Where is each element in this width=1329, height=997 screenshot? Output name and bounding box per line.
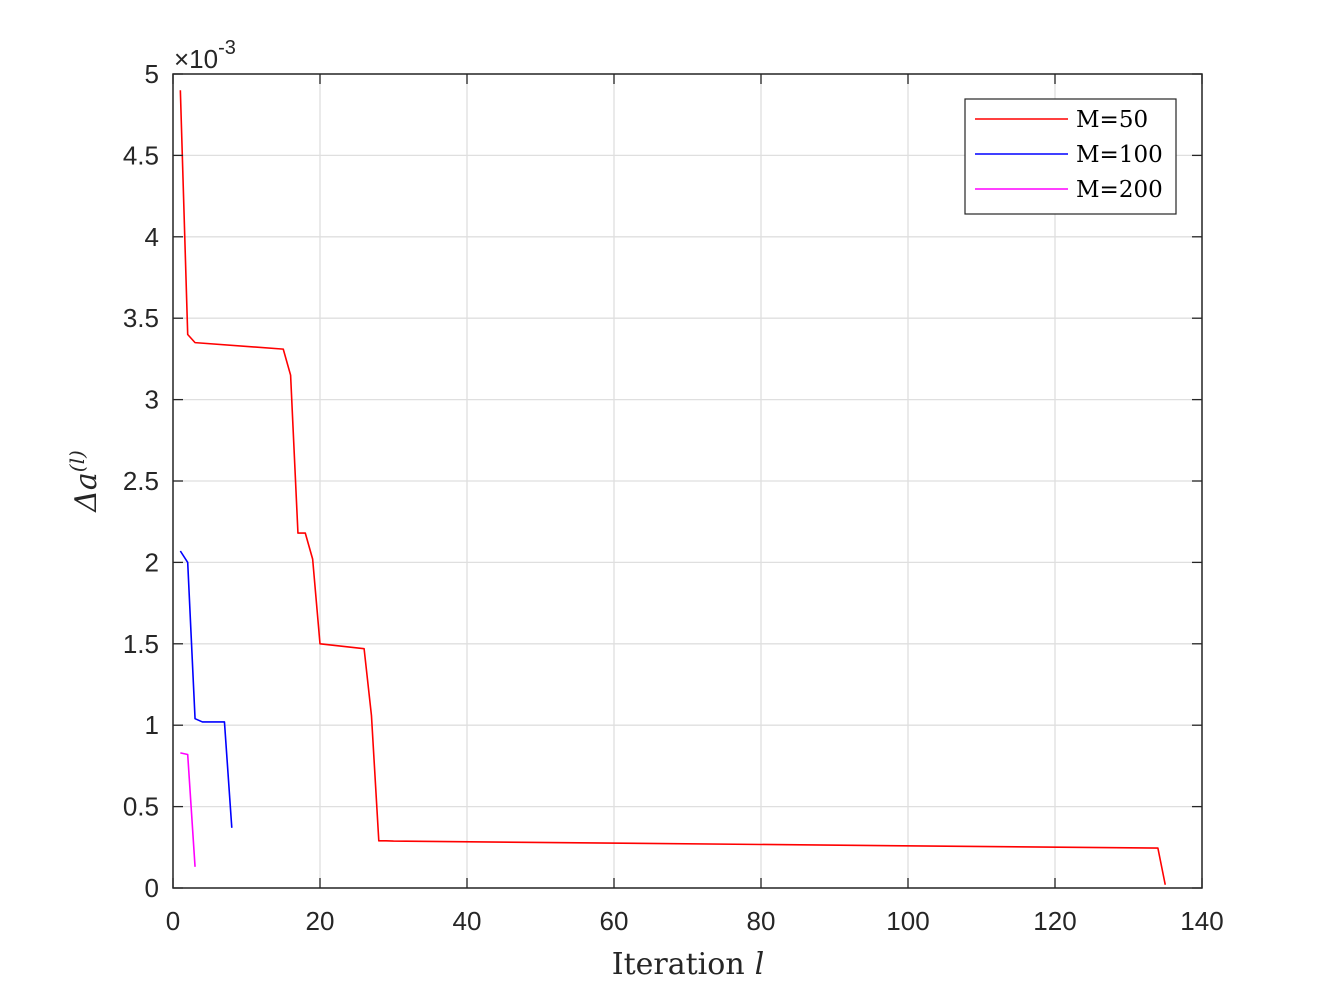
x-tick-label: 80 bbox=[747, 906, 776, 936]
y-tick-label: 2 bbox=[145, 547, 159, 577]
x-tick-label: 140 bbox=[1180, 906, 1223, 936]
series-layer bbox=[179, 90, 1167, 885]
y-tick-label: 1 bbox=[145, 710, 159, 740]
x-axis-title: Iteration l bbox=[612, 947, 765, 982]
y-tick-label: 4 bbox=[145, 222, 159, 252]
x-tick-label: 60 bbox=[600, 906, 629, 936]
x-tick-label: 0 bbox=[166, 906, 180, 936]
y-tick-label: 2.5 bbox=[123, 466, 159, 496]
x-tick-label: 20 bbox=[306, 906, 335, 936]
y-tick-label: 4.5 bbox=[123, 140, 159, 170]
x-tick-label: 120 bbox=[1033, 906, 1076, 936]
series-line-m-200 bbox=[180, 752, 196, 867]
legend-label: M=200 bbox=[1076, 177, 1163, 203]
legend-label: M=100 bbox=[1076, 142, 1163, 168]
y-tick-label: 3.5 bbox=[123, 303, 159, 333]
legend-box bbox=[964, 98, 1177, 215]
legend: M=50 M=100 M=200 bbox=[964, 98, 1177, 215]
series-line-m-100 bbox=[179, 550, 233, 828]
x-tick-label: 100 bbox=[886, 906, 929, 936]
legend-label: M=50 bbox=[1076, 107, 1148, 133]
y-exponent: ×10-3 bbox=[174, 37, 236, 74]
series-line-m-50 bbox=[179, 90, 1167, 885]
y-axis-title: Δa(l) bbox=[65, 450, 104, 513]
y-tick-label: 5 bbox=[145, 59, 159, 89]
legend-items: M=50 M=100 M=200 bbox=[975, 107, 1163, 203]
y-tick-label: 3 bbox=[145, 385, 159, 415]
y-tick-label: 1.5 bbox=[123, 629, 159, 659]
x-tick-label: 40 bbox=[453, 906, 482, 936]
y-tick-label: 0.5 bbox=[123, 792, 159, 822]
ticks: 0 20 40 60 80 100 120 140 0 0.5 1 1.5 2 2.5 3 3.5 4 4.5 5 bbox=[123, 59, 1224, 936]
y-tick-label: 0 bbox=[145, 873, 159, 903]
